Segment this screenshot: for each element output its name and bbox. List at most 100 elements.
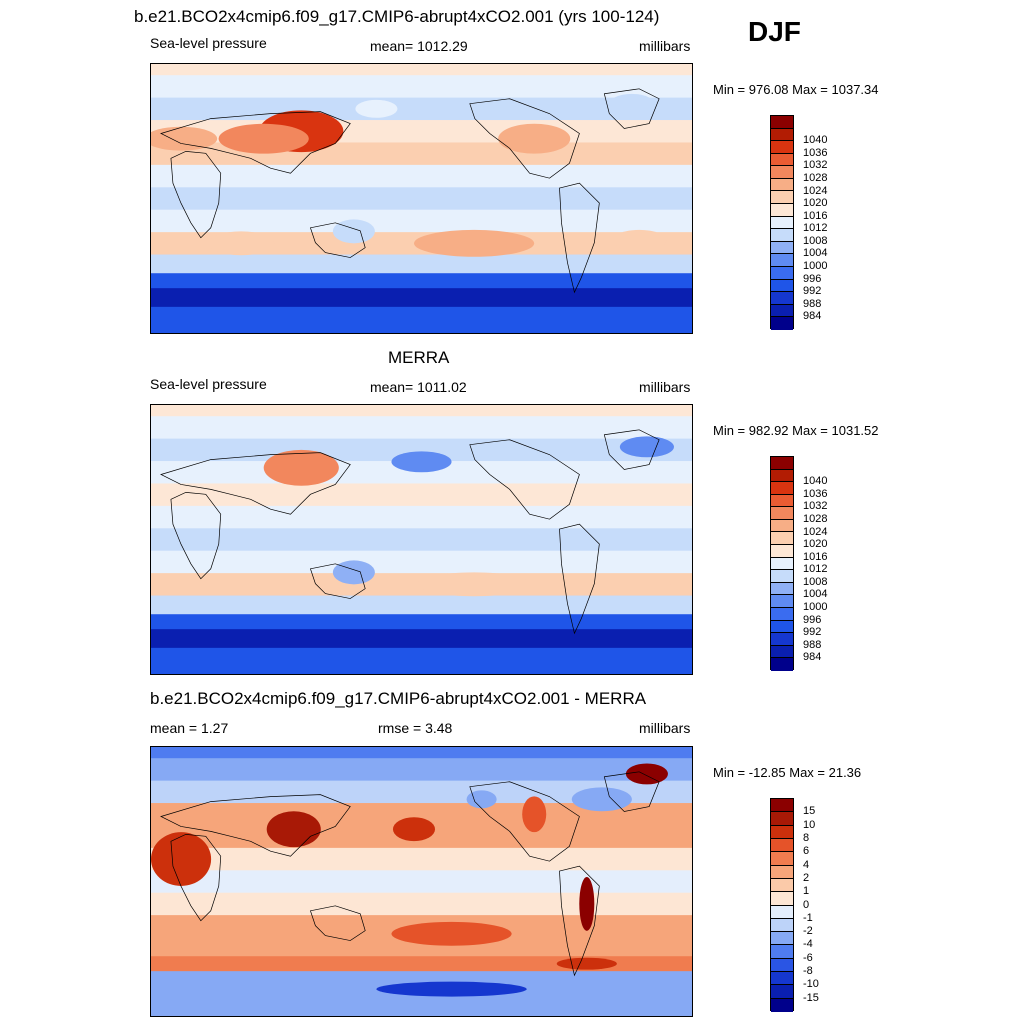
pressure-feature — [355, 99, 398, 118]
colorbar-tick-label: -1 — [803, 911, 813, 924]
colorbar — [770, 115, 794, 330]
colorbar-box — [771, 482, 793, 495]
zonal-band — [151, 647, 692, 674]
variable-label: Sea-level pressure — [150, 376, 267, 392]
colorbar-tick-label: 1008 — [803, 234, 828, 247]
zonal-band — [151, 971, 692, 991]
colorbar-box — [771, 241, 793, 255]
colorbar-tick-label: 988 — [803, 297, 822, 310]
colorbar-box — [771, 918, 793, 933]
colorbar-tick-label: 10 — [803, 818, 816, 831]
map-plot — [150, 404, 693, 675]
panel-title: b.e21.BCO2x4cmip6.f09_g17.CMIP6-abrupt4x… — [150, 689, 647, 708]
colorbar-box — [771, 852, 793, 866]
coastline — [603, 771, 660, 812]
colorbar-tick-label: 1036 — [803, 146, 828, 159]
pressure-feature — [413, 229, 535, 257]
coastline — [170, 833, 222, 922]
colorbar-tick-label: 1008 — [803, 575, 828, 588]
colorbar-box — [771, 469, 793, 483]
zonal-band — [151, 209, 692, 233]
zonal-band — [151, 758, 692, 782]
colorbar-box — [771, 279, 793, 293]
colorbar-tick-label: 1000 — [803, 260, 828, 273]
colorbar-box — [771, 985, 793, 999]
colorbar-box — [771, 507, 793, 520]
map-plot — [150, 63, 693, 334]
panel-title: b.e21.BCO2x4cmip6.f09_g17.CMIP6-abrupt4x… — [134, 7, 660, 26]
colorbar-tick-label: 996 — [803, 613, 822, 626]
colorbar-tick-label: 2 — [803, 871, 810, 884]
zonal-band — [151, 847, 692, 871]
colorbar-box — [771, 153, 793, 167]
colorbar-box — [771, 178, 793, 192]
colorbar-box — [771, 116, 793, 129]
colorbar-tick-label: 1040 — [803, 475, 828, 488]
colorbar-tick-label: 992 — [803, 626, 822, 639]
season-label: DJF — [748, 16, 801, 47]
zonal-band — [151, 405, 692, 417]
pressure-feature — [263, 449, 339, 486]
zonal-band — [151, 416, 692, 440]
zonal-band — [151, 747, 692, 759]
colorbar — [770, 456, 794, 671]
colorbar-box — [771, 229, 793, 242]
zonal-band — [151, 937, 692, 957]
colorbar-box — [771, 878, 793, 893]
mean-label: mean = 1.27 — [150, 720, 229, 736]
pressure-feature — [625, 763, 668, 785]
colorbar-box — [771, 998, 793, 1012]
colorbar-tick-label: 1020 — [803, 197, 828, 210]
zonal-band — [151, 956, 692, 972]
colorbar-box — [771, 204, 793, 217]
pressure-feature — [332, 219, 375, 244]
min-max-label: Min = -12.85 Max = 21.36 — [713, 765, 862, 780]
coastline — [309, 563, 366, 599]
colorbar-tick-label: 1016 — [803, 209, 828, 222]
colorbar-box — [771, 216, 793, 230]
colorbar-box — [771, 905, 793, 919]
colorbar-box — [771, 519, 793, 533]
zonal-band — [151, 780, 692, 804]
colorbar-tick-label: 0 — [803, 898, 810, 911]
colorbar-tick-label: 6 — [803, 845, 810, 858]
coastline — [309, 905, 366, 941]
colorbar-box — [771, 557, 793, 571]
coastline — [469, 98, 580, 179]
pressure-feature — [332, 560, 375, 585]
pressure-feature — [579, 877, 595, 931]
pressure-feature — [416, 572, 532, 597]
colorbar-box — [771, 932, 793, 946]
colorbar-tick-label: -4 — [803, 938, 813, 951]
colorbar-tick-label: -6 — [803, 951, 813, 964]
pressure-feature — [556, 957, 617, 970]
units-label: millibars — [639, 720, 691, 736]
colorbar-box — [771, 865, 793, 879]
colorbar-box — [771, 191, 793, 205]
colorbar-box — [771, 633, 793, 646]
pressure-feature — [622, 575, 671, 594]
zonal-band — [151, 288, 692, 308]
variable-label: Sea-level pressure — [150, 35, 267, 51]
colorbar-box — [771, 317, 793, 330]
zonal-band — [151, 614, 692, 630]
colorbar-tick-label: 1032 — [803, 159, 828, 172]
colorbar-box — [771, 457, 793, 470]
pressure-feature — [376, 981, 527, 997]
coastline — [469, 439, 580, 520]
pressure-feature — [498, 123, 571, 154]
colorbar-box — [771, 658, 793, 671]
colorbar-tick-label: 1028 — [803, 171, 828, 184]
colorbar-box — [771, 266, 793, 280]
colorbar-tick-label: 1024 — [803, 525, 828, 538]
colorbar-box — [771, 141, 793, 154]
coastline — [160, 452, 351, 515]
colorbar-box — [771, 545, 793, 558]
coastline — [170, 491, 222, 580]
colorbar-box — [771, 958, 793, 973]
coastline — [160, 794, 351, 857]
coastline — [469, 781, 580, 862]
colorbar-box — [771, 595, 793, 608]
pressure-feature — [392, 817, 436, 842]
panel-title: MERRA — [388, 348, 450, 367]
